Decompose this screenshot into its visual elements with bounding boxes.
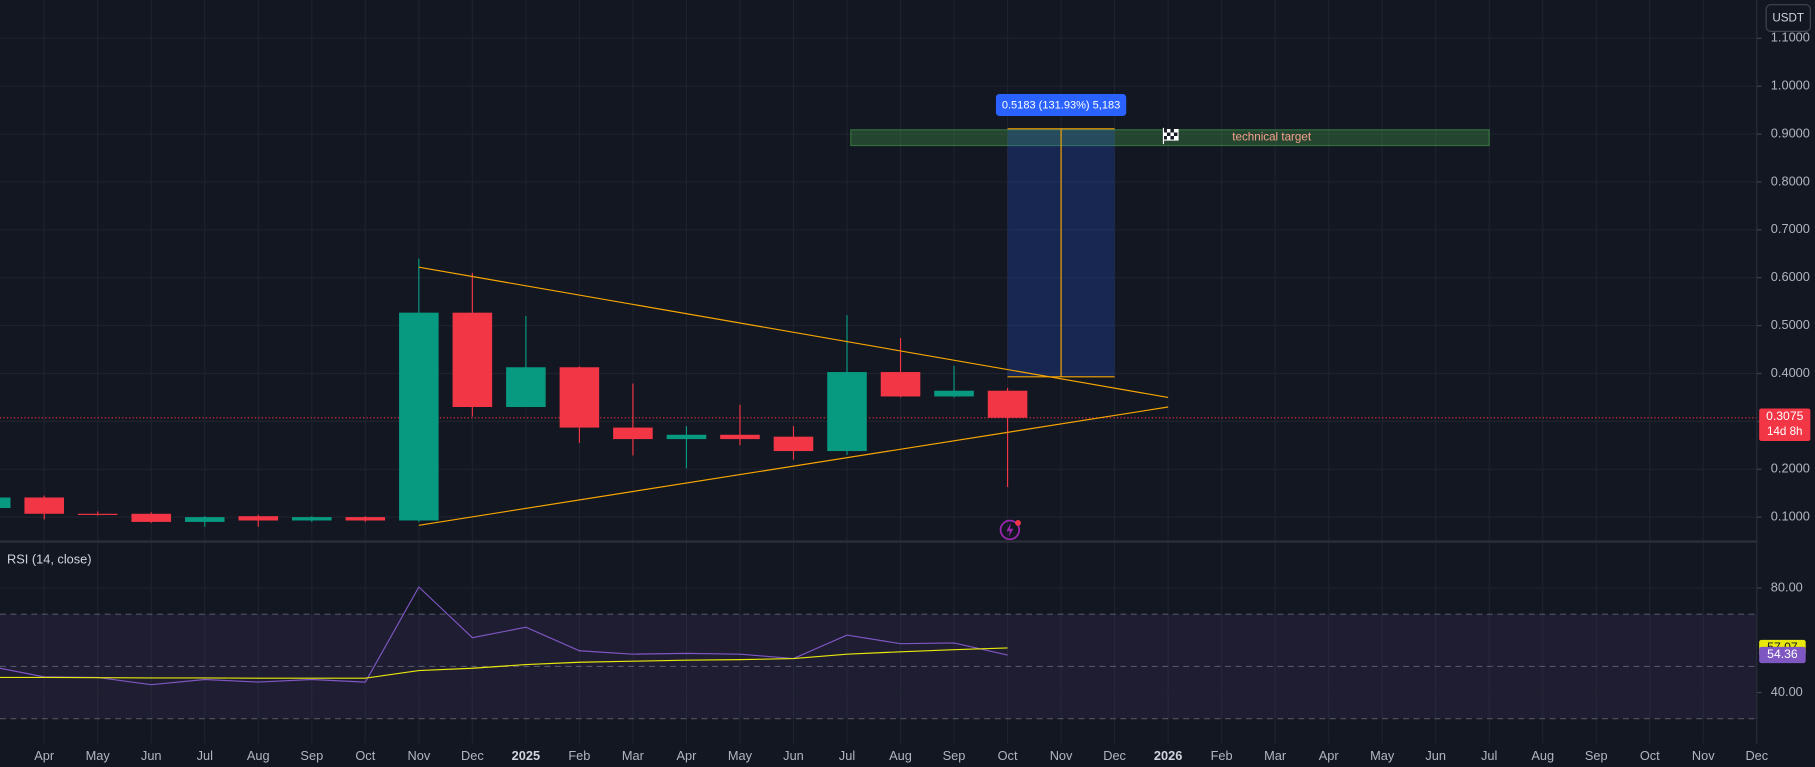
x-tick-label: Oct — [998, 748, 1018, 763]
x-tick-label: Jun — [141, 748, 162, 763]
y-tick-label: 1.0000 — [1771, 78, 1810, 93]
y-tick-label: 0.2000 — [1771, 461, 1810, 476]
candle-body — [292, 517, 332, 521]
candle-body — [77, 513, 118, 515]
x-tick-label: May — [86, 748, 111, 763]
trendline — [418, 406, 1169, 526]
rsi-line — [0, 586, 1008, 686]
x-tick-label: Sep — [300, 748, 323, 763]
usdt-button[interactable]: USDT — [1765, 4, 1811, 32]
x-tick-label: Jun — [1425, 748, 1446, 763]
y-tick-label: 0.1000 — [1771, 509, 1810, 524]
currency-box[interactable] — [1765, 4, 1811, 32]
measure-label: 0.5183 (131.93%) 5,183 — [1002, 99, 1120, 111]
last-price-label: 0.3075 — [1766, 409, 1804, 423]
x-tick-label: Dec — [1745, 748, 1768, 763]
candle-body — [934, 390, 974, 397]
flag — [1163, 128, 1179, 141]
x-tick-label: Dec — [461, 748, 484, 763]
x-tick-label: Oct — [355, 748, 375, 763]
candle-body — [773, 436, 814, 452]
candle-body — [184, 517, 225, 522]
candle-body — [559, 367, 600, 428]
candle-body — [0, 497, 11, 509]
y-tick-label: 0.4000 — [1771, 365, 1810, 380]
y-tick-label: 0.8000 — [1771, 173, 1810, 188]
rsi-value-label: 54.36 — [1767, 647, 1798, 661]
x-tick-label: Nov — [1050, 748, 1073, 763]
y-tick-label: 0.5000 — [1771, 317, 1810, 332]
y-tick-label: 0.6000 — [1771, 269, 1810, 284]
candle-body — [613, 427, 653, 440]
rsi-ma-line — [0, 647, 1008, 679]
x-tick-label: Apr — [34, 748, 55, 763]
x-tick-label: Oct — [1640, 748, 1660, 763]
y-tick-label: 0.9000 — [1771, 125, 1810, 140]
x-tick-label: Jul — [1481, 748, 1497, 763]
y-tick-label: 0.7000 — [1771, 221, 1810, 236]
flag-icon — [1162, 127, 1179, 145]
candle-body — [399, 312, 439, 521]
trendline — [418, 266, 1169, 398]
candle-body — [880, 372, 921, 397]
candle-body — [827, 372, 867, 452]
x-tick-label: Dec — [1103, 748, 1126, 763]
x-tick-label: May — [1370, 748, 1395, 763]
target-label: technical target — [1232, 131, 1312, 144]
candle-body — [720, 434, 760, 440]
x-tick-label: May — [728, 748, 753, 763]
x-tick-label: Nov — [1692, 748, 1715, 763]
candle-body — [452, 312, 493, 407]
x-tick-label: 2026 — [1154, 748, 1182, 763]
candle-body — [345, 517, 386, 521]
x-tick-label: Feb — [1211, 748, 1233, 763]
x-tick-label: Nov — [407, 748, 430, 763]
event-bolt — [1006, 522, 1014, 537]
x-tick-label: Mar — [622, 748, 645, 763]
x-tick-label: 2025 — [512, 748, 540, 763]
x-tick-label: Apr — [1319, 748, 1340, 763]
candle-body — [238, 516, 279, 521]
candle-body — [506, 367, 546, 407]
candle-body — [987, 390, 1028, 418]
x-tick-label: Aug — [889, 748, 912, 763]
x-tick-label: Sep — [1585, 748, 1608, 763]
event-dot — [1015, 520, 1021, 526]
x-tick-label: Aug — [1531, 748, 1554, 763]
candle-body — [666, 434, 707, 440]
y-tick-label: 40.00 — [1771, 684, 1803, 699]
y-tick-label: 80.00 — [1771, 579, 1803, 594]
rsi-value-box — [1759, 646, 1806, 664]
rsi-band — [0, 614, 1757, 719]
x-tick-label: Sep — [943, 748, 966, 763]
currency[interactable]: USDT — [1772, 12, 1804, 25]
measure-label-box — [995, 93, 1127, 117]
countdown: 14d 8h — [1767, 425, 1803, 438]
y-tick-label: 1.1000 — [1771, 30, 1810, 45]
x-tick-label: Jul — [839, 748, 855, 763]
x-tick-label: Jul — [197, 748, 213, 763]
x-tick-label: Apr — [676, 748, 697, 763]
x-tick-label: Feb — [568, 748, 590, 763]
event-icon — [999, 519, 1021, 541]
x-tick-label: Jun — [783, 748, 804, 763]
candle-body — [24, 497, 64, 514]
x-tick-label: Mar — [1264, 748, 1287, 763]
candle-body — [131, 513, 172, 522]
indicator-title: RSI (14, close) — [7, 552, 92, 567]
x-tick-label: Aug — [247, 748, 270, 763]
event-circle — [999, 519, 1021, 541]
last-price-box — [1759, 408, 1811, 442]
